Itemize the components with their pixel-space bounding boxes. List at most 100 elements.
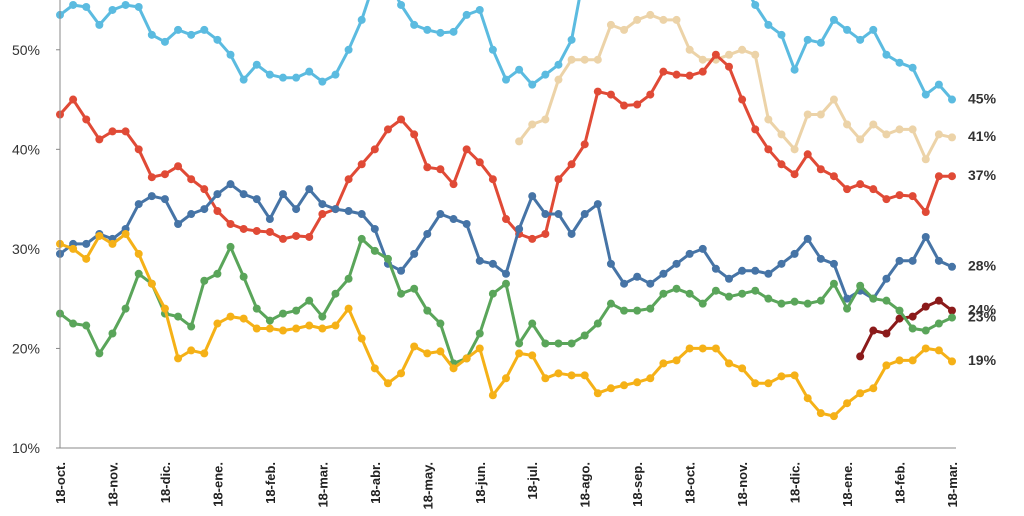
data-point xyxy=(685,344,694,353)
data-point xyxy=(200,276,209,285)
data-point xyxy=(908,324,917,333)
data-point xyxy=(95,349,104,358)
data-point xyxy=(331,70,340,79)
data-point xyxy=(777,30,786,39)
data-point xyxy=(816,38,825,47)
x-tick-label: 18-may. xyxy=(420,462,435,509)
data-point xyxy=(239,75,248,84)
data-point xyxy=(921,344,930,353)
data-point xyxy=(528,234,537,243)
data-point xyxy=(357,234,366,243)
data-point xyxy=(725,292,733,301)
data-point xyxy=(934,256,943,265)
data-point xyxy=(252,324,261,333)
data-point xyxy=(397,0,406,9)
data-point xyxy=(121,0,130,9)
data-point xyxy=(843,120,852,129)
data-point xyxy=(239,190,248,199)
data-point xyxy=(921,208,930,217)
data-point xyxy=(449,215,458,224)
data-point xyxy=(488,259,497,268)
data-point xyxy=(160,37,169,46)
data-point xyxy=(895,256,904,265)
data-point xyxy=(344,274,353,283)
data-point xyxy=(659,269,668,278)
y-tick-label: 10% xyxy=(12,440,40,456)
data-point xyxy=(764,145,773,154)
data-point xyxy=(252,195,261,204)
data-point xyxy=(541,229,550,238)
data-point xyxy=(528,80,537,89)
data-point xyxy=(279,326,287,335)
data-point xyxy=(69,0,78,9)
data-point xyxy=(856,389,865,398)
data-point xyxy=(239,272,248,281)
data-point xyxy=(882,195,891,204)
data-point xyxy=(344,207,353,216)
x-tick-label: 18-mar. xyxy=(315,462,330,508)
data-point xyxy=(449,180,458,189)
data-point xyxy=(279,73,287,82)
data-point xyxy=(921,90,930,99)
data-point xyxy=(738,95,747,104)
x-tick-label: 18-oct. xyxy=(683,462,698,504)
data-point xyxy=(829,259,838,268)
data-point xyxy=(895,356,904,365)
data-point xyxy=(69,95,78,104)
data-point xyxy=(646,279,655,288)
data-point xyxy=(856,281,865,290)
series-line xyxy=(517,13,953,161)
data-point xyxy=(397,369,406,378)
data-point xyxy=(777,259,786,268)
data-point xyxy=(121,304,130,313)
data-point xyxy=(305,185,314,194)
data-point xyxy=(252,226,261,235)
data-point xyxy=(515,224,524,233)
data-point xyxy=(790,249,799,258)
data-point xyxy=(147,30,156,39)
data-point xyxy=(803,35,812,44)
data-point xyxy=(606,90,615,99)
x-tick-label: 18-feb. xyxy=(893,462,908,504)
data-point xyxy=(882,296,891,305)
data-point xyxy=(515,339,524,348)
data-point xyxy=(908,192,917,201)
data-point xyxy=(620,381,629,390)
data-point xyxy=(121,127,130,136)
data-point xyxy=(344,45,353,54)
data-point xyxy=(580,55,589,64)
data-point xyxy=(948,172,956,181)
series-line xyxy=(59,0,954,101)
data-point xyxy=(423,349,432,358)
data-point xyxy=(174,25,183,34)
data-point xyxy=(790,371,799,380)
data-point xyxy=(82,254,91,263)
data-point xyxy=(174,354,183,363)
data-point xyxy=(580,210,589,219)
data-point xyxy=(265,324,274,333)
data-point xyxy=(856,352,865,361)
data-point xyxy=(895,125,904,134)
data-point xyxy=(895,58,904,67)
x-tick-label: 18-feb. xyxy=(263,462,278,504)
data-point xyxy=(869,294,878,303)
data-point xyxy=(633,272,642,281)
data-point xyxy=(554,60,563,69)
x-tick-label: 18-sep. xyxy=(630,462,645,507)
data-point xyxy=(370,145,379,154)
x-tick-label: 18-dic. xyxy=(158,462,173,503)
data-point xyxy=(475,158,484,167)
data-point xyxy=(488,175,497,184)
data-point xyxy=(606,299,615,308)
value-label: 37% xyxy=(968,167,997,183)
data-point xyxy=(908,256,917,265)
data-point xyxy=(764,269,773,278)
data-point xyxy=(226,312,235,321)
data-point xyxy=(803,150,812,159)
data-point xyxy=(423,163,432,172)
data-point xyxy=(606,20,615,29)
data-point xyxy=(711,286,720,295)
data-point xyxy=(790,297,799,306)
x-tick-label: 18-ene. xyxy=(210,462,225,507)
